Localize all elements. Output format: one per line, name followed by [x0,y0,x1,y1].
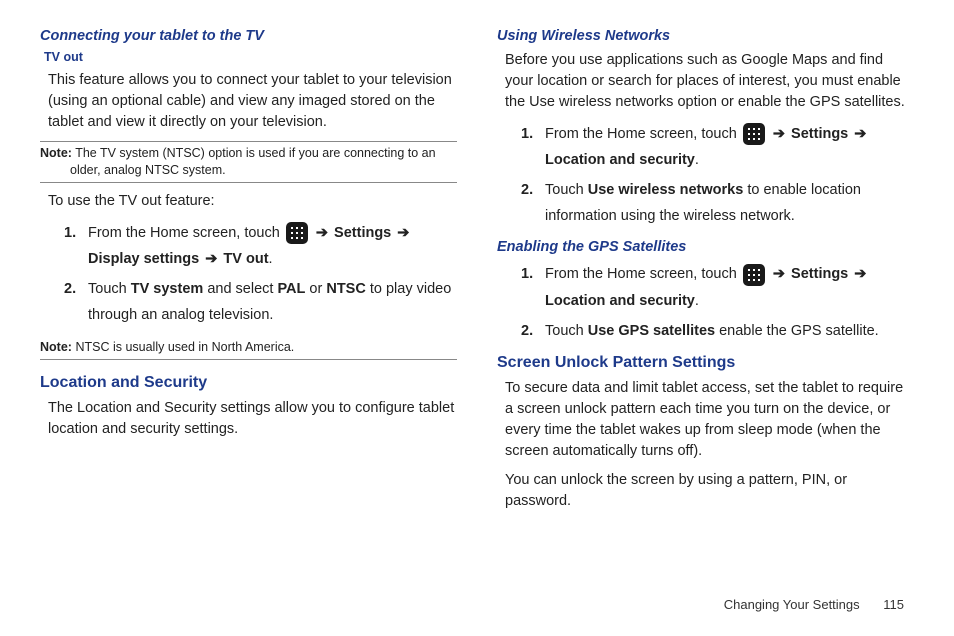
heading-gps: Enabling the GPS Satellites [497,239,914,255]
step-number: 2. [64,276,76,302]
note-label: Note: [40,340,72,354]
label-location-security: Location and security [545,152,695,168]
label-settings: Settings [791,266,848,282]
heading-connecting: Connecting your tablet to the TV [40,28,457,44]
note-ntsc-system: Note: The TV system (NTSC) option is use… [40,141,457,183]
note-text: The TV system (NTSC) option is used if y… [70,146,436,177]
label-use-gps: Use GPS satellites [588,323,715,339]
step-number: 2. [521,177,533,203]
footer-chapter: Changing Your Settings [724,597,860,612]
para-location-security: The Location and Security settings allow… [48,398,457,440]
arrow-icon: ➔ [314,225,330,241]
step-text: Touch [545,323,588,339]
footer-page-number: 115 [883,597,904,612]
arrow-icon: ➔ [852,266,868,282]
apps-icon [743,264,765,286]
label-tv-system: TV system [131,281,204,297]
step-text: Touch [88,281,131,297]
step-text: From the Home screen, touch [545,266,741,282]
para-use-tvout: To use the TV out feature: [48,191,457,212]
para-wireless: Before you use applications such as Goog… [505,50,914,113]
label-location-security: Location and security [545,293,695,309]
arrow-icon: ➔ [771,266,787,282]
gps-step-2: 2. Touch Use GPS satellites enable the G… [521,318,914,344]
note-text: NTSC is usually used in North America. [75,340,294,354]
step-number: 1. [64,220,76,246]
heading-tv-out: TV out [44,50,457,64]
wireless-step-1: 1. From the Home screen, touch ➔ Setting… [521,121,914,173]
label-use-wireless: Use wireless networks [588,182,744,198]
step-text: and select [207,281,277,297]
step-text: enable the GPS satellite. [719,323,879,339]
note-ntsc-na: Note: NTSC is usually used in North Amer… [40,336,457,360]
tvout-step-1: 1. From the Home screen, touch ➔ Setting… [64,220,457,272]
label-display-settings: Display settings [88,251,199,267]
tvout-step-2: 2. Touch TV system and select PAL or NTS… [64,276,457,328]
label-pal: PAL [277,281,305,297]
wireless-steps: 1. From the Home screen, touch ➔ Setting… [521,121,914,229]
gps-steps: 1. From the Home screen, touch ➔ Setting… [521,261,914,343]
label-settings: Settings [791,126,848,142]
step-number: 1. [521,121,533,147]
heading-wireless: Using Wireless Networks [497,28,914,44]
step-number: 2. [521,318,533,344]
step-text: Touch [545,182,588,198]
arrow-icon: ➔ [771,126,787,142]
arrow-icon: ➔ [203,251,219,267]
label-tv-out: TV out [223,251,268,267]
heading-unlock: Screen Unlock Pattern Settings [497,354,914,372]
apps-icon [286,222,308,244]
arrow-icon: ➔ [852,126,868,142]
wireless-step-2: 2. Touch Use wireless networks to enable… [521,177,914,229]
gps-step-1: 1. From the Home screen, touch ➔ Setting… [521,261,914,313]
page-footer: Changing Your Settings 115 [724,597,904,612]
tvout-steps: 1. From the Home screen, touch ➔ Setting… [64,220,457,328]
label-ntsc: NTSC [326,281,365,297]
apps-icon [743,123,765,145]
para-unlock-1: To secure data and limit tablet access, … [505,378,914,462]
page-columns: Connecting your tablet to the TV TV out … [40,28,914,520]
step-text: or [309,281,326,297]
para-tv-out: This feature allows you to connect your … [48,70,457,133]
left-column: Connecting your tablet to the TV TV out … [40,28,457,520]
label-settings: Settings [334,225,391,241]
step-number: 1. [521,261,533,287]
right-column: Using Wireless Networks Before you use a… [497,28,914,520]
arrow-icon: ➔ [395,225,411,241]
heading-location-security: Location and Security [40,374,457,392]
para-unlock-2: You can unlock the screen by using a pat… [505,470,914,512]
step-text: From the Home screen, touch [88,225,284,241]
step-text: From the Home screen, touch [545,126,741,142]
note-label: Note: [40,146,72,160]
